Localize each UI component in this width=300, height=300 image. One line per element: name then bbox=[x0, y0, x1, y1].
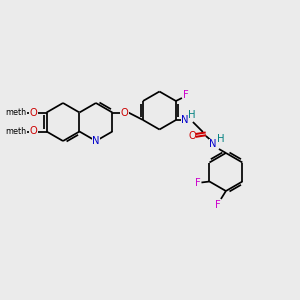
Text: H: H bbox=[217, 134, 225, 144]
Text: F: F bbox=[183, 90, 189, 100]
Text: N: N bbox=[92, 136, 100, 146]
Text: meth: meth bbox=[5, 108, 26, 117]
Text: O: O bbox=[188, 131, 196, 141]
Text: O: O bbox=[30, 107, 38, 118]
Text: meth: meth bbox=[5, 127, 26, 136]
Text: F: F bbox=[195, 178, 200, 188]
Text: O: O bbox=[30, 127, 38, 136]
Text: N: N bbox=[209, 139, 217, 149]
Text: O: O bbox=[121, 107, 128, 118]
Text: H: H bbox=[188, 110, 196, 120]
Text: F: F bbox=[215, 200, 221, 210]
Text: N: N bbox=[181, 115, 189, 125]
